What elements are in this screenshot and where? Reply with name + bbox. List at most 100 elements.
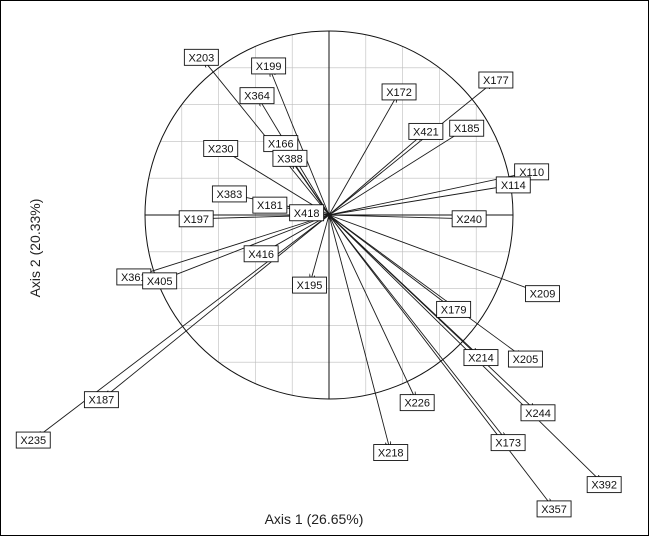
vector-label-x110: X110 bbox=[514, 163, 550, 181]
vector-label-x418: X418 bbox=[289, 204, 325, 222]
vector-label-x421: X421 bbox=[408, 122, 444, 140]
vector-label-text: X364 bbox=[244, 91, 270, 103]
vector-label-text: X209 bbox=[530, 289, 556, 301]
vector-label-x172: X172 bbox=[381, 83, 417, 101]
vector-arrow-x173 bbox=[328, 214, 506, 439]
vector-arrow-x421 bbox=[328, 134, 423, 216]
vector-label-box bbox=[520, 404, 556, 422]
vector-label-x114: X114 bbox=[495, 176, 531, 194]
vector-arrow-x230 bbox=[224, 151, 330, 216]
vector-label-text: X226 bbox=[404, 398, 430, 410]
vector-arrow-x187 bbox=[105, 214, 330, 397]
vector-label-x179: X179 bbox=[436, 300, 472, 318]
vector-label-x357: X357 bbox=[536, 500, 572, 518]
vector-label-box bbox=[251, 57, 287, 75]
vector-arrow-x357 bbox=[328, 214, 552, 506]
vector-label-x226: X226 bbox=[399, 394, 435, 412]
vector-label-box bbox=[243, 245, 279, 263]
vector-labels: X203 X199 X364 X230 X166 X388 X383 X181 X197 X418… bbox=[15, 48, 622, 518]
vector-label-text: X416 bbox=[248, 249, 274, 261]
vector-arrow-x195 bbox=[311, 214, 330, 281]
vector-label-text: X421 bbox=[413, 126, 439, 138]
vector-label-x230: X230 bbox=[203, 140, 239, 157]
vector-label-x203: X203 bbox=[183, 48, 219, 66]
vector-label-box bbox=[463, 349, 499, 367]
vector-label-box bbox=[272, 149, 308, 167]
vector-label-text: X388 bbox=[277, 153, 303, 165]
vector-arrow-x172 bbox=[328, 95, 397, 216]
vector-label-box bbox=[203, 140, 239, 157]
vector-label-box bbox=[83, 391, 119, 409]
vector-label-text: X181 bbox=[257, 200, 283, 212]
vector-label-box bbox=[252, 196, 288, 214]
vector-label-x235: X235 bbox=[15, 431, 51, 449]
vector-label-text: X361 bbox=[121, 272, 147, 284]
vector-label-x244: X244 bbox=[520, 404, 556, 422]
vector-label-x405: X405 bbox=[142, 272, 178, 290]
vector-label-x218: X218 bbox=[373, 444, 409, 462]
vector-arrow-x185 bbox=[328, 130, 463, 216]
vector-arrow-x199 bbox=[270, 70, 330, 216]
vector-label-x166: X166 bbox=[263, 135, 299, 153]
vector-label-box bbox=[514, 163, 550, 181]
vector-label-text: X110 bbox=[519, 167, 544, 179]
vector-label-text: X240 bbox=[456, 214, 482, 226]
vector-label-box bbox=[178, 210, 214, 228]
vector-label-text: X218 bbox=[378, 448, 404, 460]
vector-label-box bbox=[292, 276, 327, 294]
vector-label-box bbox=[490, 434, 526, 452]
vector-label-text: X244 bbox=[525, 408, 551, 420]
vector-label-box bbox=[451, 210, 487, 228]
vector-label-text: X114 bbox=[501, 180, 526, 192]
vector-label-text: X235 bbox=[20, 435, 46, 447]
vector-label-text: X405 bbox=[147, 276, 173, 288]
vector-label-box bbox=[289, 204, 325, 222]
vector-label-x214: X214 bbox=[463, 349, 499, 367]
vector-arrow-x218 bbox=[328, 214, 390, 449]
vector-label-box bbox=[436, 300, 472, 318]
vector-label-x187: X187 bbox=[83, 391, 119, 409]
vector-label-box bbox=[239, 87, 275, 105]
vector-label-x195: X195 bbox=[292, 276, 327, 294]
vector-label-x199: X199 bbox=[251, 57, 287, 75]
vector-label-x177: X177 bbox=[478, 71, 514, 89]
vector-label-text: X418 bbox=[294, 208, 320, 220]
vector-arrow-x177 bbox=[328, 83, 493, 216]
vector-label-box bbox=[495, 176, 531, 194]
vector-label-text: X179 bbox=[441, 304, 467, 316]
vector-label-text: X173 bbox=[495, 438, 521, 450]
vector-label-box bbox=[478, 71, 514, 89]
vector-label-x185: X185 bbox=[449, 119, 485, 137]
vector-arrow-x361 bbox=[138, 214, 330, 276]
vector-label-text: X197 bbox=[183, 214, 209, 226]
vector-label-text: X195 bbox=[297, 280, 323, 292]
vector-label-x181: X181 bbox=[252, 196, 288, 214]
vector-arrow-x240 bbox=[328, 214, 465, 219]
vector-label-box bbox=[399, 394, 435, 412]
vector-arrow-x209 bbox=[328, 214, 539, 292]
vector-label-text: X166 bbox=[268, 139, 294, 151]
vector-label-text: X205 bbox=[513, 354, 539, 366]
vector-label-text: X185 bbox=[454, 123, 480, 135]
vector-label-x388: X388 bbox=[272, 149, 308, 167]
vector-label-text: X383 bbox=[217, 189, 243, 201]
vector-label-box bbox=[536, 500, 572, 518]
vector-label-box bbox=[449, 119, 485, 137]
vector-label-box bbox=[408, 122, 444, 140]
vector-label-text: X172 bbox=[386, 87, 412, 99]
vector-label-text: X230 bbox=[208, 144, 234, 156]
vector-label-x209: X209 bbox=[525, 285, 560, 303]
vector-label-text: X199 bbox=[256, 61, 282, 73]
y-axis-label: Axis 2 (20.33%) bbox=[27, 199, 43, 298]
vector-label-text: X187 bbox=[89, 395, 115, 407]
vector-label-box bbox=[381, 83, 417, 101]
vector-label-x364: X364 bbox=[239, 87, 275, 105]
vector-label-box bbox=[373, 444, 409, 462]
vector-label-x197: X197 bbox=[178, 210, 214, 228]
vector-label-box bbox=[183, 48, 219, 66]
vector-label-box bbox=[586, 476, 622, 494]
vector-label-text: X357 bbox=[541, 504, 567, 516]
vector-arrow-x205 bbox=[328, 214, 522, 357]
